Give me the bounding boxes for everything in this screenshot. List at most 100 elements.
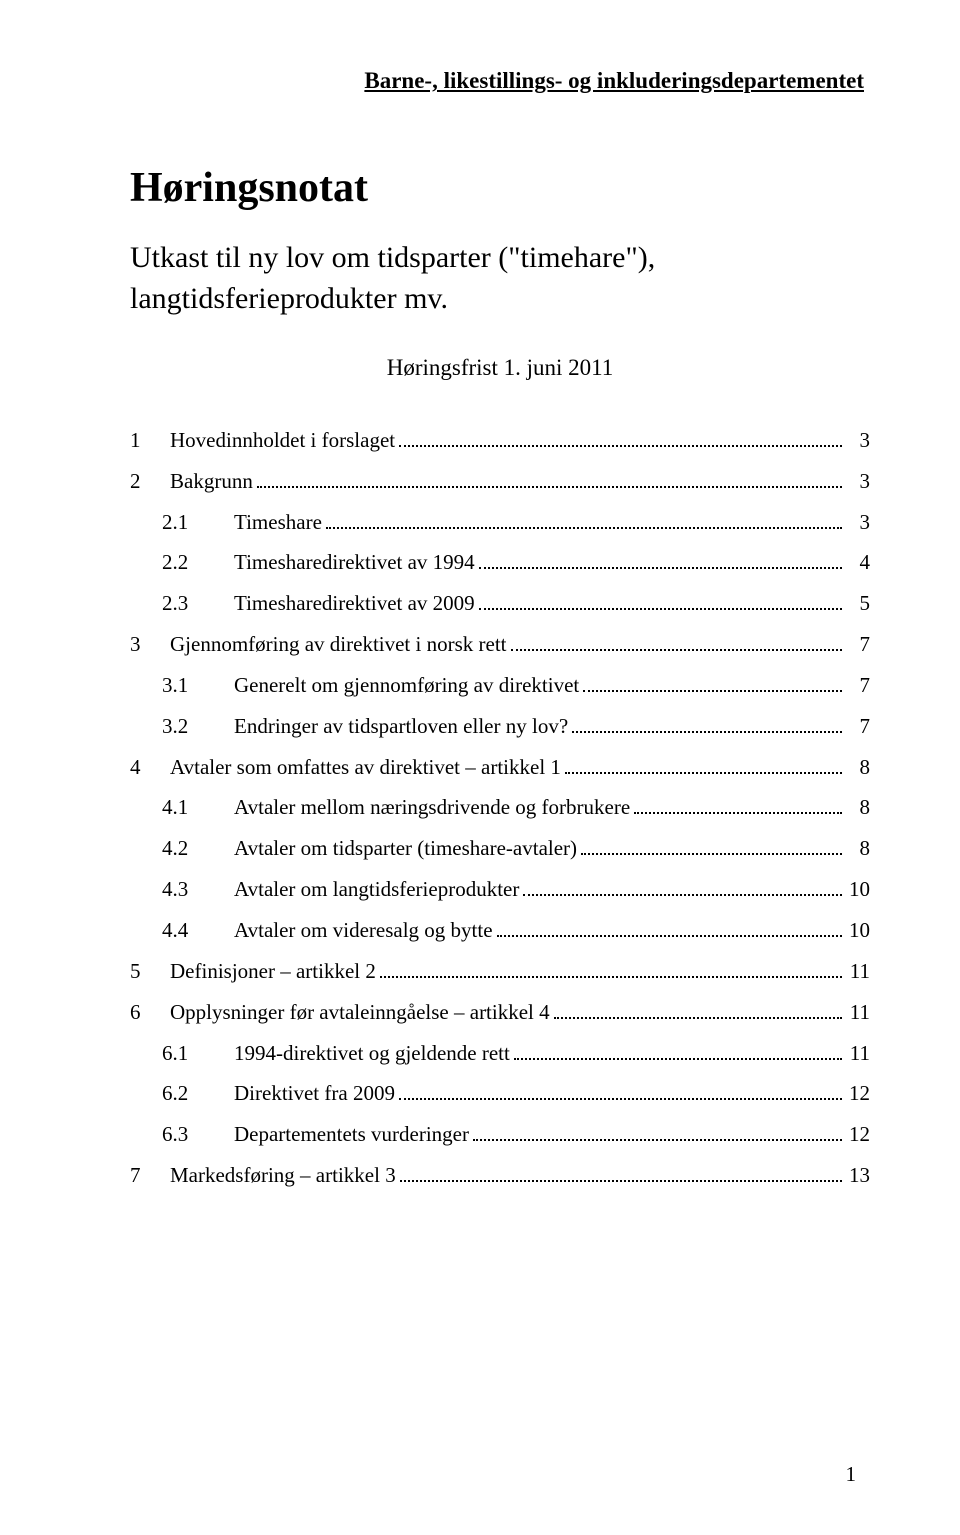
toc-leader-dots [257,468,842,488]
toc-entry-label: Bakgrunn [170,471,253,492]
toc-entry-page: 11 [846,961,870,982]
toc-entry-number: 6 [130,1002,170,1023]
toc-entry-label: Opplysninger før avtaleinngåelse – artik… [170,1002,550,1023]
toc-entry-label: Hovedinnholdet i forslaget [170,430,395,451]
toc-leader-dots [523,876,842,896]
toc-leader-dots [400,1162,842,1182]
toc-leader-dots [479,590,842,610]
toc-entry-number: 3 [130,634,170,655]
toc-entry-number: 6.1 [130,1043,234,1064]
toc-entry[interactable]: 2.3Timesharedirektivet av 2009 5 [130,590,870,614]
toc-leader-dots [380,958,842,978]
toc-entry-number: 4 [130,757,170,778]
toc-leader-dots [572,713,842,733]
toc-leader-dots [399,427,842,447]
toc-entry-page: 4 [846,552,870,573]
toc-entry-label: Avtaler om videresalg og bytte [234,920,493,941]
toc-entry-label: Timesharedirektivet av 1994 [234,552,475,573]
toc-entry-page: 10 [846,920,870,941]
toc-entry-page: 8 [846,797,870,818]
toc-entry-page: 3 [846,512,870,533]
toc-entry[interactable]: 4.4Avtaler om videresalg og bytte 10 [130,917,870,941]
toc-entry-number: 2.1 [130,512,234,533]
toc-entry-page: 8 [846,838,870,859]
department-heading: Barne-, likestillings- og inkluderingsde… [130,68,870,94]
toc-entry-label: Gjennomføring av direktivet i norsk rett [170,634,507,655]
toc-entry-number: 2.3 [130,593,234,614]
toc-entry[interactable]: 3.2Endringer av tidspartloven eller ny l… [130,713,870,737]
toc-entry[interactable]: 2Bakgrunn 3 [130,468,870,492]
toc-entry[interactable]: 4.1Avtaler mellom næringsdrivende og for… [130,795,870,819]
toc-entry-label: Avtaler som omfattes av direktivet – art… [170,757,561,778]
toc-entry-page: 3 [846,430,870,451]
subtitle: Utkast til ny lov om tidsparter ("timeha… [130,238,870,319]
toc-leader-dots [326,509,842,529]
toc-entry[interactable]: 3.1Generelt om gjennomføring av direktiv… [130,672,870,696]
toc-entry[interactable]: 5Definisjoner – artikkel 2 11 [130,958,870,982]
toc-entry-label: Timesharedirektivet av 2009 [234,593,475,614]
toc-entry-page: 8 [846,757,870,778]
toc-leader-dots [497,917,842,937]
page-number: 1 [846,1462,857,1487]
toc-entry-label: Definisjoner – artikkel 2 [170,961,376,982]
toc-entry-label: Avtaler om langtidsferieprodukter [234,879,519,900]
toc-entry-page: 7 [846,716,870,737]
toc-entry[interactable]: 4Avtaler som omfattes av direktivet – ar… [130,754,870,778]
toc-entry-label: Avtaler mellom næringsdrivende og forbru… [234,797,630,818]
toc-entry-page: 7 [846,634,870,655]
toc-entry[interactable]: 6.3Departementets vurderinger 12 [130,1121,870,1145]
toc-entry-number: 2 [130,471,170,492]
toc-entry-page: 3 [846,471,870,492]
toc-entry-page: 12 [846,1124,870,1145]
toc-leader-dots [634,795,842,815]
toc-leader-dots [511,631,842,651]
deadline: Høringsfrist 1. juni 2011 [130,355,870,381]
toc-entry-page: 11 [846,1043,870,1064]
toc-entry-number: 7 [130,1165,170,1186]
toc-leader-dots [399,1081,842,1101]
toc-leader-dots [473,1121,842,1141]
toc-entry-label: Timeshare [234,512,322,533]
toc-entry-label: Avtaler om tidsparter (timeshare-avtaler… [234,838,577,859]
toc-entry[interactable]: 3Gjennomføring av direktivet i norsk ret… [130,631,870,655]
toc-entry-number: 6.2 [130,1083,234,1104]
toc-entry[interactable]: 6.11994-direktivet og gjeldende rett 11 [130,1040,870,1064]
toc-entry-label: Departementets vurderinger [234,1124,469,1145]
toc-entry-page: 12 [846,1083,870,1104]
toc-entry-label: Markedsføring – artikkel 3 [170,1165,396,1186]
toc-entry[interactable]: 2.2Timesharedirektivet av 1994 4 [130,550,870,574]
toc-entry-page: 13 [846,1165,870,1186]
toc-entry-number: 4.3 [130,879,234,900]
document-page: Barne-, likestillings- og inkluderingsde… [0,0,960,1535]
table-of-contents: 1Hovedinnholdet i forslaget32Bakgrunn32.… [130,427,870,1186]
toc-entry-label: Generelt om gjennomføring av direktivet [234,675,579,696]
toc-entry-label: Endringer av tidspartloven eller ny lov? [234,716,568,737]
toc-entry[interactable]: 4.2Avtaler om tidsparter (timeshare-avta… [130,835,870,859]
toc-entry-number: 3.1 [130,675,234,696]
toc-entry-page: 5 [846,593,870,614]
toc-entry[interactable]: 6Opplysninger før avtaleinngåelse – arti… [130,999,870,1023]
toc-entry[interactable]: 1Hovedinnholdet i forslaget3 [130,427,870,451]
toc-entry-number: 3.2 [130,716,234,737]
toc-entry-page: 7 [846,675,870,696]
toc-leader-dots [554,999,842,1019]
toc-entry[interactable]: 4.3Avtaler om langtidsferieprodukter 10 [130,876,870,900]
toc-entry-number: 2.2 [130,552,234,573]
toc-entry-page: 11 [846,1002,870,1023]
toc-leader-dots [565,754,842,774]
toc-entry-number: 6.3 [130,1124,234,1145]
toc-entry-number: 4.2 [130,838,234,859]
toc-entry-number: 4.1 [130,797,234,818]
main-title: Høringsnotat [130,164,870,212]
toc-leader-dots [583,672,842,692]
toc-entry-number: 5 [130,961,170,982]
toc-entry-page: 10 [846,879,870,900]
toc-entry[interactable]: 6.2Direktivet fra 2009 12 [130,1081,870,1105]
toc-leader-dots [581,835,842,855]
toc-entry[interactable]: 2.1Timeshare 3 [130,509,870,533]
toc-entry[interactable]: 7Markedsføring – artikkel 3 13 [130,1162,870,1186]
toc-entry-label: 1994-direktivet og gjeldende rett [234,1043,510,1064]
toc-leader-dots [479,550,842,570]
toc-entry-number: 4.4 [130,920,234,941]
toc-entry-label: Direktivet fra 2009 [234,1083,395,1104]
